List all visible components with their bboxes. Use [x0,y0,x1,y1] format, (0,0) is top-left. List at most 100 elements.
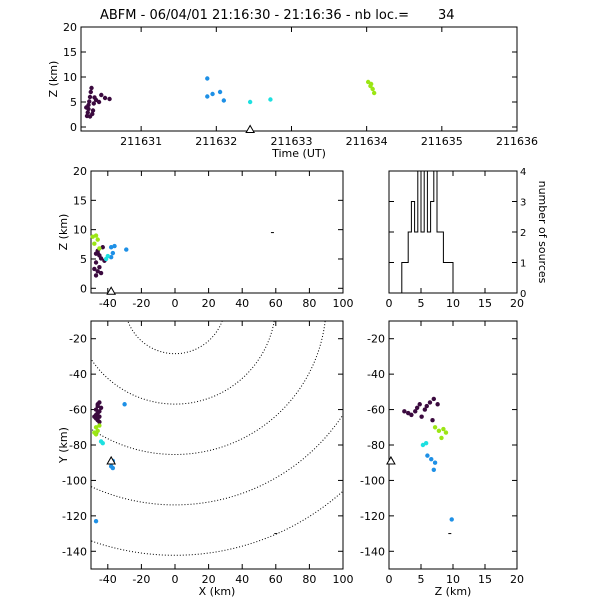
data-point [97,423,102,428]
data-point [431,467,436,472]
x-tick-label: 0 [386,297,393,310]
data-point [417,402,422,407]
data-point [112,243,117,249]
x-tick-label: 80 [302,297,316,310]
x-tick-label: 100 [333,573,354,586]
y-tick-label: 15 [63,46,77,59]
data-point [210,91,215,97]
x-axis-label: Time (UT) [271,147,326,160]
data-point [108,245,114,250]
data-point [89,85,94,91]
x-axis-label: Z (km) [435,585,472,598]
y-tick-label: -140 [360,545,385,558]
data-point [93,425,99,430]
data-point [96,99,102,105]
panels: 211631 211632 211633 211634 211635 2116360510… [47,21,550,598]
data-point [424,403,429,409]
data-point [436,428,442,434]
data-point [247,99,253,105]
y-axis-label: number of sources [536,181,549,284]
panel-altitude-y: 0 5 10 15 20 -140 -120 -100 -80 -60 -40 -20 Z (km) [360,320,524,598]
y-tick-label: 15 [73,194,87,207]
y-tick-label: 2 [520,228,526,239]
y-tick-label: -120 [62,510,87,523]
y-tick-label: 5 [80,253,87,266]
data-point [413,409,418,414]
y-tick-label: -40 [69,368,87,381]
x-tick-label: 211635 [421,135,463,148]
x-tick-label: 0 [172,573,179,586]
y-tick-label: 3 [520,198,526,209]
data-point [406,410,411,416]
data-point [409,412,414,418]
data-point [368,83,373,89]
data-point [122,402,127,407]
data-point [95,237,100,242]
x-tick-label: 10 [446,297,460,310]
data-point [107,96,112,102]
data-point [425,453,430,458]
data-point [422,407,428,412]
panel-plan-view: -40 -20 0 20 40 60 80 100 -140 -120 -100 -80 -60 -40 -… [57,320,354,598]
histogram-bars [401,170,454,293]
data-point [93,273,99,278]
x-tick-label: 80 [302,573,316,586]
data-point [124,247,129,252]
y-tick-label: 1 [520,259,526,270]
y-tick-label: -80 [69,439,87,452]
y-tick-label: -20 [367,333,385,346]
y-tick-label: -100 [360,474,385,487]
data-point [93,251,99,256]
x-tick-label: 100 [333,297,354,310]
y-tick-label: 10 [63,71,77,84]
x-tick-label: -40 [99,297,117,310]
station-marker-icon [106,286,117,295]
data-point [93,518,99,524]
x-tick-label: 5 [418,297,425,310]
data-point [205,76,210,81]
data-point [92,95,97,100]
x-tick-label: 20 [510,573,524,586]
y-tick-label: 0 [70,121,77,134]
data-point [100,441,105,446]
station-marker-icon [245,124,255,133]
data-point [98,405,104,410]
data-point [370,86,375,92]
x-tick-label: 60 [269,573,283,586]
data-point [90,108,96,113]
data-point [441,426,446,432]
data-point [85,110,90,115]
data-point [205,94,210,99]
data-point [432,460,438,465]
y-tick-label: 10 [73,224,87,237]
y-tick-label: 20 [63,21,77,34]
data-point [97,419,102,425]
data-point [431,396,436,402]
axes-frame [90,170,344,294]
data-point [371,90,377,96]
y-axis-label: Z (km) [47,61,60,98]
x-tick-label: 5 [418,573,425,586]
data-point [432,425,438,430]
data-point [92,266,97,272]
data-point [93,432,99,437]
data-point [110,250,116,256]
data-point [92,241,97,246]
data-point [97,414,102,419]
data-point [87,94,93,100]
data-point [98,270,104,276]
x-tick-label: 40 [235,573,249,586]
data-point [423,441,429,446]
figure-title: ABFM - 06/04/01 21:16:30 - 21:16:36 - nb… [100,8,455,23]
x-tick-label: 40 [235,297,249,310]
data-point [91,101,96,106]
data-point [108,255,114,260]
x-tick-label: 211632 [195,135,237,148]
x-tick-label: 60 [269,297,283,310]
data-point [97,253,102,258]
data-point [217,89,223,95]
y-tick-label: -140 [62,545,87,558]
data-point [100,245,105,250]
data-point [102,95,108,101]
